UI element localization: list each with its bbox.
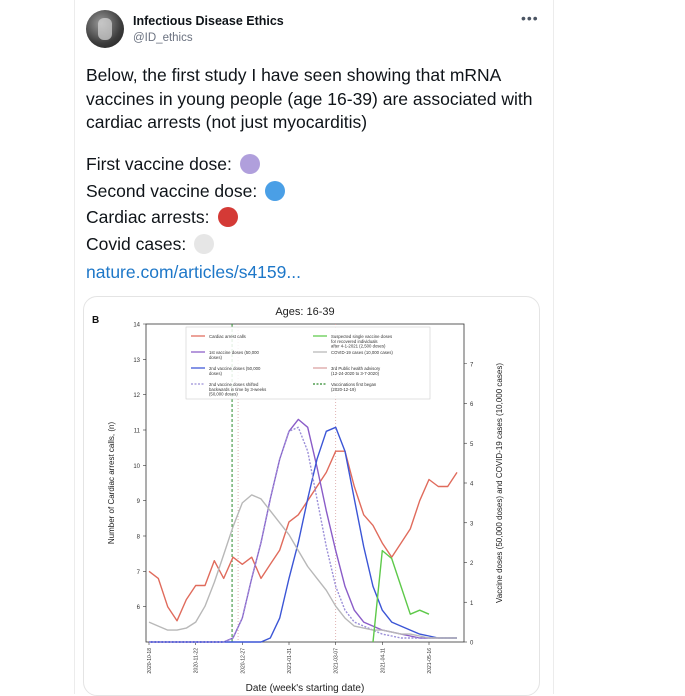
legend-text-line: Cardiac arrest calls (209, 334, 246, 339)
legend-label: First vaccine dose: (86, 154, 232, 174)
legend-text-0: Cardiac arrest calls (209, 334, 246, 339)
more-options-icon[interactable]: ••• (521, 10, 539, 26)
series-line-0 (148, 450, 458, 622)
left-tick-label: 13 (133, 358, 140, 364)
color-dot (265, 180, 286, 201)
left-tick-label: 6 (137, 605, 141, 611)
tweet-text: Below, the first study I have seen showi… (86, 65, 533, 132)
color-dot (239, 154, 260, 175)
x-tick-label: 2021-03-07 (334, 648, 340, 674)
x-tick-label: 2020-10-18 (147, 648, 153, 674)
left-tick-label: 12 (133, 393, 140, 399)
left-axis-label: Number of Cardiac arrest calls, (n) (107, 422, 116, 545)
legend-text-6: 3rd Public health advisory (12-24-2020 to… (331, 366, 381, 376)
legend-text-5: COVID-19 cases (10,000 cases) (331, 350, 393, 355)
left-tick-label: 14 (133, 323, 140, 329)
left-tick-label: 11 (134, 429, 141, 435)
x-tick-label: 2021-01-31 (287, 648, 293, 674)
left-tick-label: 9 (137, 499, 141, 505)
x-tick-label: 2020-12-27 (240, 648, 246, 674)
left-tick-label: 7 (137, 570, 141, 576)
legend-text-line: doses) (209, 371, 222, 376)
right-axis-label: Vaccine doses (50,000 doses) and COVID-1… (495, 363, 504, 603)
series-line-4 (148, 494, 457, 639)
legend-label: Covid cases: (86, 233, 187, 254)
x-tick-label: 2021-04-11 (380, 648, 386, 673)
left-tick-label: 10 (133, 464, 140, 470)
legend-text-line: (50,000 doses) (209, 392, 238, 397)
legend-text-1: 1st vaccine doses (50,000 doses) (209, 350, 260, 360)
right-tick-label: 3 (470, 521, 474, 527)
legend-text-line: 2nd vaccine doses shifted (209, 382, 259, 387)
legend-text-2: 2nd vaccine doses (50,000 doses) (209, 366, 261, 376)
legend-text-7: Vaccinations first began (2020-12-19) (331, 382, 377, 392)
color-dot (217, 207, 238, 228)
series-line-3 (149, 426, 457, 643)
chart-legend-box (185, 326, 431, 400)
legend-row-second-dose: Second vaccine dose: (86, 178, 286, 205)
article-link[interactable]: nature.com/articles/s4159... (86, 262, 301, 282)
color-dot (194, 233, 215, 254)
series-line-2 (149, 426, 457, 643)
author-handle[interactable]: @ID_ethics (133, 32, 193, 44)
right-tick-label: 0 (470, 641, 474, 647)
legend-text-line: doses) (209, 355, 222, 360)
x-tick-label: 2020-11-22 (194, 648, 200, 673)
tweet-image[interactable]: B Ages: 16-39 6 7 8 9 10 11 12 13 14 0 1 2 3 4 5 6 7 2020-1… (83, 296, 540, 696)
x-tick-label: 2021-05-16 (427, 648, 433, 674)
legend-text-line: COVID-19 cases (10,000 cases) (331, 350, 393, 355)
series-line-1 (149, 418, 457, 643)
legend-row-first-dose: First vaccine dose: (86, 151, 285, 178)
legend-text-line: after 4-1-2021 (2,500 doses) (331, 344, 386, 349)
left-tick-label: 8 (137, 535, 141, 541)
legend-row-covid-cases: Covid cases: (86, 231, 285, 258)
right-tick-label: 6 (470, 402, 474, 408)
legend-text-line: 2nd vaccine doses (50,000 (209, 366, 261, 371)
avatar[interactable] (86, 10, 124, 48)
legend-label: Second vaccine dose: (86, 180, 258, 201)
legend-row-cardiac-arrests: Cardiac arrests: (86, 204, 285, 231)
chart-title: Ages: 16-39 (275, 306, 334, 318)
author-name[interactable]: Infectious Disease Ethics (133, 14, 284, 28)
right-tick-label: 2 (470, 561, 474, 567)
legend-text-line: backwards in time by 3-weeks (209, 387, 266, 392)
legend-label: Cardiac arrests: (86, 207, 210, 227)
legend-text-line: Suspected single vaccine doses (331, 334, 392, 339)
right-tick-label: 7 (470, 362, 474, 368)
panel-label: B (92, 315, 99, 326)
legend-text-line: for recovered individuals (331, 339, 378, 344)
right-tick-label: 5 (470, 442, 474, 448)
series-line-5 (372, 549, 430, 643)
x-axis-label: Date (week's starting date) (246, 683, 365, 694)
legend-text-3: 2nd vaccine doses shifted backwards in ti… (209, 382, 266, 397)
legend-text-line: 1st vaccine doses (50,000 (209, 350, 260, 355)
tweet-color-legend: First vaccine dose: Second vaccine dose:… (86, 151, 286, 258)
legend-text-line: (12-24-2020 to 3-7-2020) (331, 371, 380, 376)
right-tick-label: 4 (470, 482, 474, 488)
right-tick-label: 1 (470, 601, 474, 607)
legend-text-line: Vaccinations first began (331, 382, 377, 387)
legend-text-line: (2020-12-19) (331, 387, 356, 392)
legend-text-line: 3rd Public health advisory (331, 366, 381, 371)
legend-text-4: Suspected single vaccine doses for recove… (331, 334, 392, 349)
